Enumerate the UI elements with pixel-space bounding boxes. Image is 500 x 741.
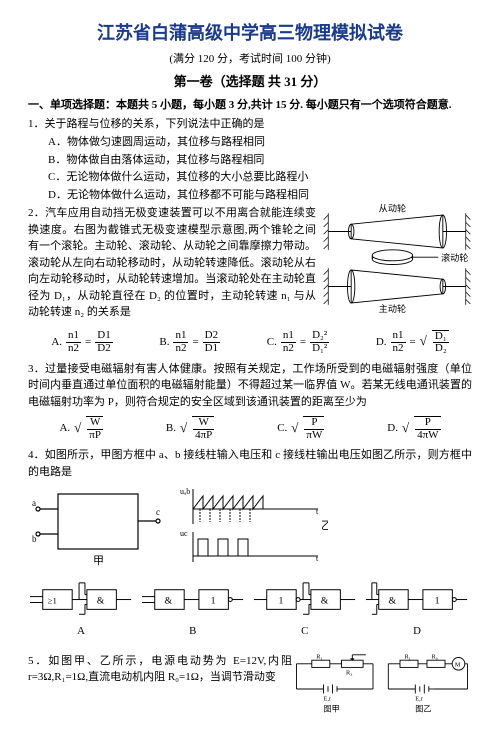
q3-c-num: P [304,417,324,430]
q4-stem: 4．如图所示，甲图方框中 a、b 接线柱输入电压和 c 接线柱输出电压如图乙所示… [28,447,472,480]
svg-text:E,r: E,r [415,696,423,703]
label-zhudonglun: 主动轮 [379,303,406,314]
svg-text:&: & [389,596,397,607]
label-t1: t [316,507,319,516]
q2-b-num1: n1 [173,330,188,343]
q2-opt-c: C. n1n2 = D₂²D₁² [267,330,329,354]
q2-options: A. n1n2 = D1D2 B. n1n2 = D2D1 C. n1n2 = … [28,330,472,355]
q4-opt-a-circuit: ≥1 & A [28,575,136,649]
section-heading: 第一卷（选择题 共 31 分） [28,72,472,92]
label-a: a [32,498,36,508]
label-gundonglun: 滚动轮 [441,252,468,263]
q4-opt-d-circuit: & 1 D [364,575,472,649]
q2-d-num1: n1 [391,330,406,343]
label-opt-c: C [301,625,308,637]
q1-options: A．物体做匀速圆周运动，其位移与路程相同 B．物体做自由落体运动，其位移与路程相… [28,134,472,203]
q2-b-label: B. [159,334,169,351]
q2-b-den2: D1 [203,343,220,355]
svg-text:&: & [165,596,173,607]
label-b: b [32,534,37,544]
label-yi: 乙 [321,519,328,532]
q2-opt-a: A. n1n2 = D1D2 [51,330,112,354]
svg-text:R₀: R₀ [432,653,438,660]
q2-a-label: A. [51,334,62,351]
q3-d-den: 4πW [415,430,440,442]
q4-top-figures: a b c 甲 uₐb t uc t 乙 [28,484,472,569]
q2-opt-d: D. n1n2 = D₁D₂ [376,330,449,355]
q2-b-den1: n2 [173,343,188,355]
q3-opt-a: A. WπP [59,416,103,441]
q2-c-den1: n2 [281,343,296,355]
q3-d-num: P [415,417,440,430]
q4-opt-c-circuit: 1 & C [252,575,360,649]
q3-opt-d: D. P4πW [387,416,440,441]
q3-c-den: πW [304,430,324,442]
svg-text:1: 1 [435,596,440,607]
q3-d-label: D. [387,420,398,437]
q2-a-num2: D1 [95,330,112,343]
q2-a-num1: n1 [66,330,81,343]
label-uc: uc [180,529,188,538]
svg-text:R₁: R₁ [316,653,322,660]
q3-stem: 3．过量接受电磁辐射有害人体健康。按照有关规定，工作场所受到的电磁辐射强度（单位… [28,361,472,411]
q4-opt-b-circuit: & 1 B [140,575,248,649]
svg-text:R₁: R₁ [405,653,411,660]
svg-text:1: 1 [279,596,284,607]
exam-subtitle: (满分 120 分，考试时间 100 分钟) [28,51,472,68]
q3-b-den: 4πP [193,430,214,442]
q1-opt-b: B．物体做自由落体运动，其位移与路程相同 [48,152,472,169]
svg-text:&: & [321,596,329,607]
q3-c-label: C. [277,420,287,437]
q2-c-num1: n1 [281,330,296,343]
q2-opt-b: B. n1n2 = D2D1 [159,330,220,354]
svg-text:≥1: ≥1 [48,596,57,606]
q3-b-num: W [193,417,214,430]
label-t2: t [316,554,319,563]
q2-b-num2: D2 [203,330,220,343]
label-opt-a: A [77,625,85,637]
q4-options-row: ≥1 & A & 1 B 1 & C [28,575,472,649]
svg-text:&: & [97,596,105,607]
q3-b-label: B. [166,420,176,437]
q1-opt-c: C．无论物体做什么运动，其位移的大小总要比路程小 [48,169,472,186]
q4-figure-yi: uₐb t uc t 乙 [178,484,328,569]
q2-c-den2: D₁² [310,343,329,355]
q2-figure: 从动轮 滚动轮 主动轮 [322,204,472,320]
q4-figure-jia: a b c 甲 [28,484,168,569]
svg-text:E,r: E,r [324,696,332,703]
label-uab: uₐb [180,487,190,496]
q3-opt-b: B. W4πP [166,416,214,441]
q2-c-num2: D₂² [310,330,329,343]
svg-text:M: M [455,661,461,668]
label-congdonglun: 从动轮 [379,204,406,213]
q2-d-label: D. [376,334,387,351]
svg-text:R₃: R₃ [346,669,352,676]
q1-stem: 1．关于路程与位移的关系，下列说法中正确的是 [28,116,472,133]
q2-a-den1: n2 [66,343,81,355]
q1-opt-d: D．无论物体做什么运动，其位移都不可能与路程相同 [48,187,472,204]
q2-c-label: C. [267,334,277,351]
label-jia: 甲 [93,555,104,567]
part1-heading: 一、单项选择题：本题共 5 小题，每小题 3 分,共计 15 分. 每小题只有一… [28,97,472,114]
label-c: c [156,507,160,517]
exam-title: 江苏省白蒲高级中学高三物理模拟试卷 [28,20,472,47]
q2-d-den2: D₂ [433,343,449,355]
q5-figures: R₁ R₃ E,r 图甲 R₁ R₀ M E,r 图乙 [292,653,472,722]
q3-options: A. WπP B. W4πP C. PπW D. P4πW [28,416,472,441]
q3-a-label: A. [59,420,70,437]
q1-opt-a: A．物体做匀速圆周运动，其位移与路程相同 [48,134,472,151]
q2-a-den2: D2 [95,343,112,355]
svg-text:1: 1 [211,596,216,607]
label-opt-b: B [189,625,196,637]
q3-a-den: πP [87,430,103,442]
q3-a-num: W [87,417,103,430]
q3-opt-c: C. PπW [277,416,324,441]
q2-d-den1: n2 [391,343,406,355]
label-opt-d: D [413,625,421,637]
